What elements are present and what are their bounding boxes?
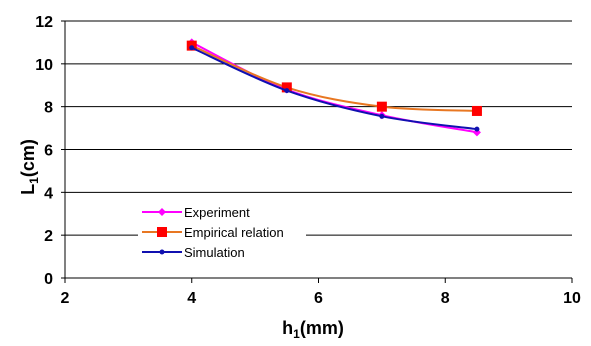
- y-tick-label-8: 8: [44, 100, 53, 117]
- legend-marker-0: [158, 208, 166, 216]
- series-0: [187, 38, 481, 137]
- data-point-2-1: [284, 88, 290, 94]
- gridlines: [65, 20, 572, 236]
- y-tick-label-6: 6: [44, 143, 53, 160]
- data-point-2-3: [474, 126, 480, 132]
- legend: Experiment Empirical relation Simulation: [138, 200, 306, 264]
- y-tick-label-10: 10: [35, 57, 53, 74]
- series-line-0: [191, 41, 478, 134]
- y-axis-title: L1(cm): [18, 139, 41, 195]
- series-line-2: [191, 46, 478, 131]
- series-line-1: [191, 44, 477, 112]
- data-point-1-2: [376, 101, 387, 112]
- series: [186, 38, 482, 137]
- data-point-2-2: [379, 113, 385, 119]
- legend-label-0: Experiment: [184, 205, 250, 220]
- data-point-1-1: [281, 82, 292, 93]
- data-point-1-3: [471, 105, 482, 116]
- y-tick-label-12: 12: [35, 14, 53, 31]
- axes: [61, 20, 573, 283]
- data-point-2-0: [189, 45, 195, 51]
- x-axis-title: h1(mm): [282, 318, 344, 341]
- y-tick-label-4: 4: [44, 185, 53, 202]
- x-tick-label-6: 6: [314, 290, 323, 307]
- legend-label-1: Empirical relation: [184, 225, 284, 240]
- legend-marker-1: [157, 227, 167, 237]
- x-tick-label-2: 2: [61, 290, 70, 307]
- x-tick-label-4: 4: [187, 290, 196, 307]
- legend-marker-2: [159, 249, 165, 255]
- series-2: [189, 45, 480, 132]
- x-tick-label-10: 10: [563, 290, 581, 307]
- y-tick-label-2: 2: [44, 228, 53, 245]
- legend-label-2: Simulation: [184, 245, 245, 260]
- x-tick-label-8: 8: [441, 290, 450, 307]
- y-tick-label-0: 0: [44, 271, 53, 288]
